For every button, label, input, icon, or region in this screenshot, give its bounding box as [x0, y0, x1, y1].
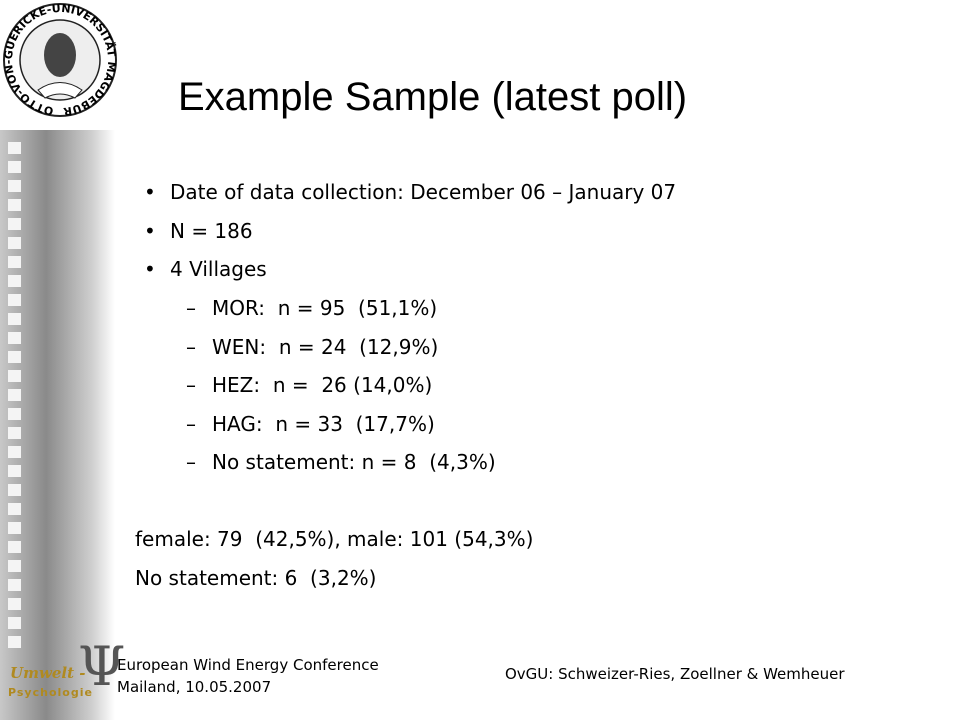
- logo-umwelt: Umwelt -: [10, 664, 85, 682]
- side-square: [8, 199, 21, 211]
- dash: –: [186, 450, 196, 474]
- side-square: [8, 408, 21, 420]
- dash: –: [186, 334, 196, 359]
- side-square: [8, 142, 21, 154]
- side-square: [8, 370, 21, 382]
- side-square: [8, 256, 21, 268]
- side-square: [8, 180, 21, 192]
- sub-bullet: HEZ: n = 26 (14,0%): [212, 373, 433, 397]
- side-square: [8, 465, 21, 477]
- side-square: [8, 579, 21, 591]
- psi-symbol: Ψ: [78, 635, 125, 698]
- side-square: [8, 218, 21, 230]
- logo-collar: [37, 82, 83, 99]
- side-square: [8, 294, 21, 306]
- bullet-dot: •: [144, 180, 156, 204]
- logo-psychologie: Psychologie: [8, 686, 93, 699]
- footer-authors: OvGU: Schweizer-Ries, Zoellner & Wemheue…: [505, 665, 845, 683]
- dash: –: [186, 296, 196, 320]
- bullet: N = 186: [170, 218, 253, 243]
- side-square: [8, 332, 21, 344]
- logo-ring: [3, 3, 117, 117]
- side-square: [8, 237, 21, 249]
- side-square: [8, 560, 21, 572]
- side-square: [8, 636, 21, 648]
- side-square: [8, 161, 21, 173]
- footer-conference: European Wind Energy Conference: [117, 656, 379, 674]
- summary-line: female: 79 (42,5%), male: 101 (54,3%): [135, 527, 534, 551]
- side-square: [8, 389, 21, 401]
- sub-bullet: MOR: n = 95 (51,1%): [212, 296, 438, 320]
- side-square: [8, 598, 21, 610]
- sub-bullet: WEN: n = 24 (12,9%): [212, 334, 439, 359]
- side-square: [8, 275, 21, 287]
- logo-face: [44, 33, 76, 77]
- title: Example Sample (latest poll): [178, 75, 688, 119]
- side-square: [8, 503, 21, 515]
- bullet-dot: •: [144, 218, 156, 243]
- side-square: [8, 351, 21, 363]
- dash: –: [186, 373, 196, 397]
- footer-date: Mailand, 10.05.2007: [117, 678, 272, 696]
- side-square: [8, 313, 21, 325]
- side-square: [8, 617, 21, 629]
- side-square: [8, 484, 21, 496]
- summary-line: No statement: 6 (3,2%): [135, 565, 377, 590]
- side-square: [8, 446, 21, 458]
- sub-bullet: HAG: n = 33 (17,7%): [212, 411, 435, 436]
- bullet: Date of data collection: December 06 – J…: [170, 180, 677, 204]
- sub-bullet: No statement: n = 8 (4,3%): [212, 450, 496, 474]
- side-square: [8, 541, 21, 553]
- dash: –: [186, 411, 196, 436]
- bullet-dot: •: [144, 257, 156, 281]
- bullet: 4 Villages: [170, 257, 267, 281]
- side-square: [8, 427, 21, 439]
- side-square: [8, 522, 21, 534]
